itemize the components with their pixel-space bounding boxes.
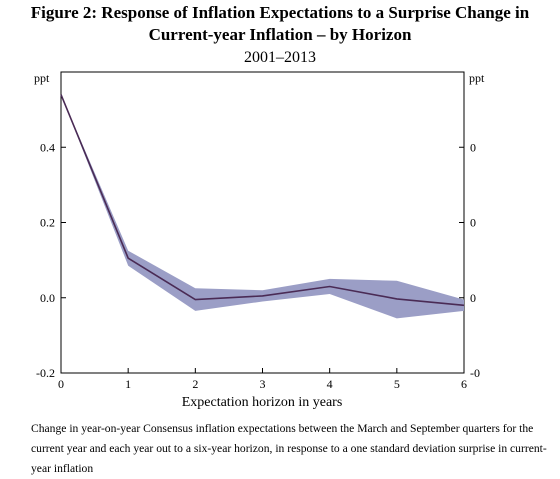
y-right-tick-label: 0 [470,140,476,154]
y-axis-left-label: ppt [34,71,50,85]
x-tick-label: 5 [394,377,400,391]
confidence-band [61,95,464,319]
confidence-band-layer [61,95,464,319]
x-tick-label: 4 [327,377,333,391]
x-tick-label: 6 [461,377,467,391]
y-left-tick-label: -0.2 [36,366,55,380]
y-right-tick-label: 0 [470,216,476,230]
x-axis-label: Expectation horizon in years [182,395,343,410]
response-line-layer [61,95,464,306]
y-left-tick-label: 0.2 [40,216,55,230]
x-tick-label: 3 [260,377,266,391]
y-left-tick-label: 0.0 [40,291,55,305]
plot-border [61,72,464,373]
y-right-tick-label: 0 [470,291,476,305]
response-line [61,95,464,306]
y-axis-right-label: ppt [469,71,485,85]
x-tick-label: 0 [58,377,64,391]
y-left-tick-label: 0.4 [40,140,55,154]
plot-frame [61,72,464,373]
y-right-tick-label: -0 [470,366,480,380]
x-tick-label: 2 [192,377,198,391]
x-tick-label: 1 [125,377,131,391]
figure-caption: Change in year-on-year Consensus inflati… [31,419,551,479]
